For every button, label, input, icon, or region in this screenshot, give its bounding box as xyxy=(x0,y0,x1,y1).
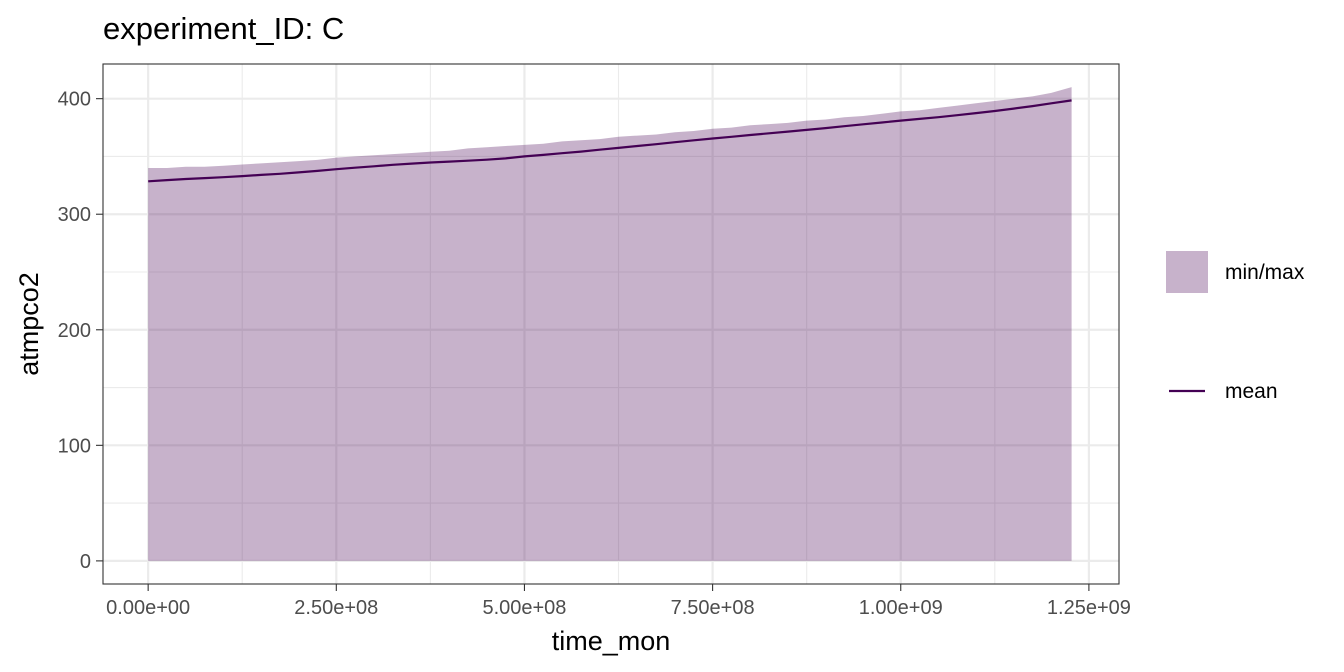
y-tick-label-2: 200 xyxy=(58,320,91,342)
y-axis-title: atmpco2 xyxy=(14,272,44,376)
legend-label-min-max: min/max xyxy=(1225,261,1305,284)
plot-panel xyxy=(103,64,1119,584)
y-tick-label-1: 100 xyxy=(58,435,91,457)
line-mean xyxy=(148,99,1072,183)
legend-key-min-max xyxy=(1166,251,1208,293)
x-tick-label-3: 7.50e+08 xyxy=(671,597,755,619)
x-tick-label-0: 0.00e+00 xyxy=(106,597,190,619)
y-tick-label-4: 400 xyxy=(58,89,91,111)
x-tick-label-1: 2.50e+08 xyxy=(294,597,378,619)
legend: min/max mean xyxy=(1166,251,1305,403)
x-axis: 0.00e+00 2.50e+08 5.00e+08 7.50e+08 1.00e+09… xyxy=(106,584,1131,619)
x-tick-label-5: 1.25e+09 xyxy=(1047,597,1131,619)
x-tick-label-2: 5.00e+08 xyxy=(482,597,566,619)
grid-major xyxy=(103,64,1119,584)
x-tick-label-4: 1.00e+09 xyxy=(859,597,943,619)
legend-label-mean: mean xyxy=(1225,380,1278,403)
y-tick-label-3: 300 xyxy=(58,204,91,226)
panel-border xyxy=(102,63,1120,585)
y-tick-label-0: 0 xyxy=(80,551,91,573)
y-axis: 0 100 200 300 400 xyxy=(58,89,103,573)
line-layer xyxy=(148,99,1072,183)
ribbon-layer xyxy=(148,87,1072,561)
x-axis-title: time_mon xyxy=(552,626,671,656)
ribbon-min-max xyxy=(148,87,1072,561)
grid-minor xyxy=(103,64,1119,584)
chart-title: experiment_ID: C xyxy=(103,11,344,46)
